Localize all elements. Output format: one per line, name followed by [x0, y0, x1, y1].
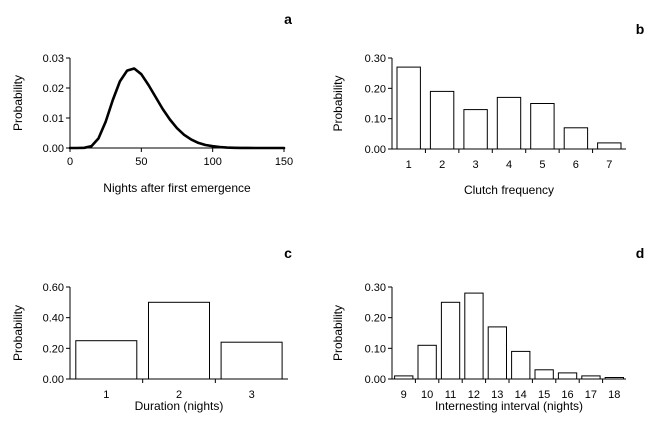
x-tick-label: 1 — [406, 159, 412, 171]
panel-label: b — [636, 21, 645, 37]
y-tick-label: 0.00 — [365, 374, 386, 386]
x-axis-label: Nights after first emergence — [103, 181, 251, 195]
y-tick-label: 0.40 — [43, 313, 64, 325]
x-tick-label: 13 — [491, 389, 503, 401]
y-tick-label: 0.00 — [43, 143, 64, 155]
x-tick-label: 18 — [608, 389, 620, 401]
x-tick-label: 1 — [103, 389, 109, 401]
x-tick-label: 12 — [468, 389, 480, 401]
bar-12 — [464, 292, 484, 380]
x-axis-label: Clutch frequency — [464, 183, 554, 197]
bar-13 — [487, 326, 508, 380]
y-tick-label: 0.30 — [365, 282, 386, 294]
panel-label: c — [284, 245, 292, 261]
bar-3 — [463, 109, 488, 150]
x-tick-label: 16 — [561, 389, 573, 401]
x-tick-label: 50 — [135, 156, 147, 168]
x-axis-label: Internesting interval (nights) — [435, 399, 583, 413]
y-axis-label: Probability — [11, 75, 25, 131]
bar-16 — [557, 372, 578, 380]
y-tick-label: 0.03 — [43, 53, 64, 65]
chart-panel-a: a 0.00 0.01 0.02 0.03 0 50 100 150 Nights after f… — [11, 11, 293, 195]
y-tick-label: 0.02 — [43, 83, 64, 95]
x-tick-label: 14 — [515, 389, 527, 401]
x-tick-label: 3 — [473, 159, 479, 171]
x-tick-label: 100 — [203, 156, 221, 168]
x-tick-label: 10 — [421, 389, 433, 401]
bar-5 — [530, 103, 555, 150]
y-axis-label: Probability — [11, 305, 25, 361]
bar-11 — [440, 301, 461, 380]
x-tick-label: 5 — [539, 159, 545, 171]
bar-3 — [220, 341, 283, 380]
chart-panel-d: d 0.00 0.10 0.20 0.30 9 10 11 12 13 14 15 16 17 18 Inte… — [331, 245, 644, 413]
x-tick-label: 11 — [445, 389, 456, 401]
bar-15 — [534, 369, 554, 380]
bar-9 — [394, 375, 414, 380]
x-tick-label: 17 — [585, 389, 597, 401]
panel-label: d — [636, 245, 645, 261]
y-tick-label: 0.20 — [43, 343, 64, 355]
bar-4 — [496, 96, 522, 150]
bar-6 — [563, 127, 589, 150]
bar-14 — [511, 350, 531, 380]
chart-panel-c: c 0.00 0.20 0.40 0.60 1 2 3 Duration (nights) Pro… — [11, 245, 292, 413]
bar-18 — [604, 377, 625, 380]
y-tick-label: 0.10 — [365, 343, 386, 355]
x-tick-label: 150 — [275, 156, 293, 168]
probability-curve — [68, 67, 286, 150]
x-tick-label: 2 — [176, 389, 182, 401]
x-tick-label: 9 — [401, 389, 407, 401]
y-tick-label: 0.10 — [365, 114, 386, 126]
x-tick-label: 3 — [249, 389, 255, 401]
y-tick-label: 0.30 — [365, 53, 386, 65]
x-tick-label: 4 — [506, 159, 512, 171]
bar-1 — [396, 66, 421, 150]
chart-panel-b: b 0.00 0.10 0.20 0.30 1 2 3 4 5 6 7 Clutch frequency… — [331, 21, 644, 197]
y-axis-label: Probability — [331, 305, 345, 361]
x-tick-label: 6 — [573, 159, 579, 171]
y-axis-label: Probability — [331, 75, 345, 131]
y-tick-label: 0.20 — [365, 313, 386, 325]
bar-10 — [417, 344, 437, 380]
y-tick-label: 0.00 — [43, 374, 64, 386]
bar-17 — [581, 375, 601, 380]
x-tick-label: 15 — [538, 389, 550, 401]
y-tick-label: 0.01 — [43, 113, 64, 125]
bar-1 — [75, 340, 138, 380]
bar-7 — [597, 142, 622, 150]
y-tick-label: 0.00 — [365, 144, 386, 156]
y-tick-label: 0.20 — [365, 83, 386, 95]
bar-2 — [148, 301, 210, 380]
x-tick-label: 7 — [606, 159, 612, 171]
x-tick-label: 2 — [439, 159, 445, 171]
panel-label: a — [284, 11, 292, 27]
bar-2 — [429, 90, 455, 150]
x-axis-label: Duration (nights) — [135, 399, 224, 413]
x-tick-label: 0 — [67, 156, 73, 168]
y-tick-label: 0.60 — [43, 282, 64, 294]
